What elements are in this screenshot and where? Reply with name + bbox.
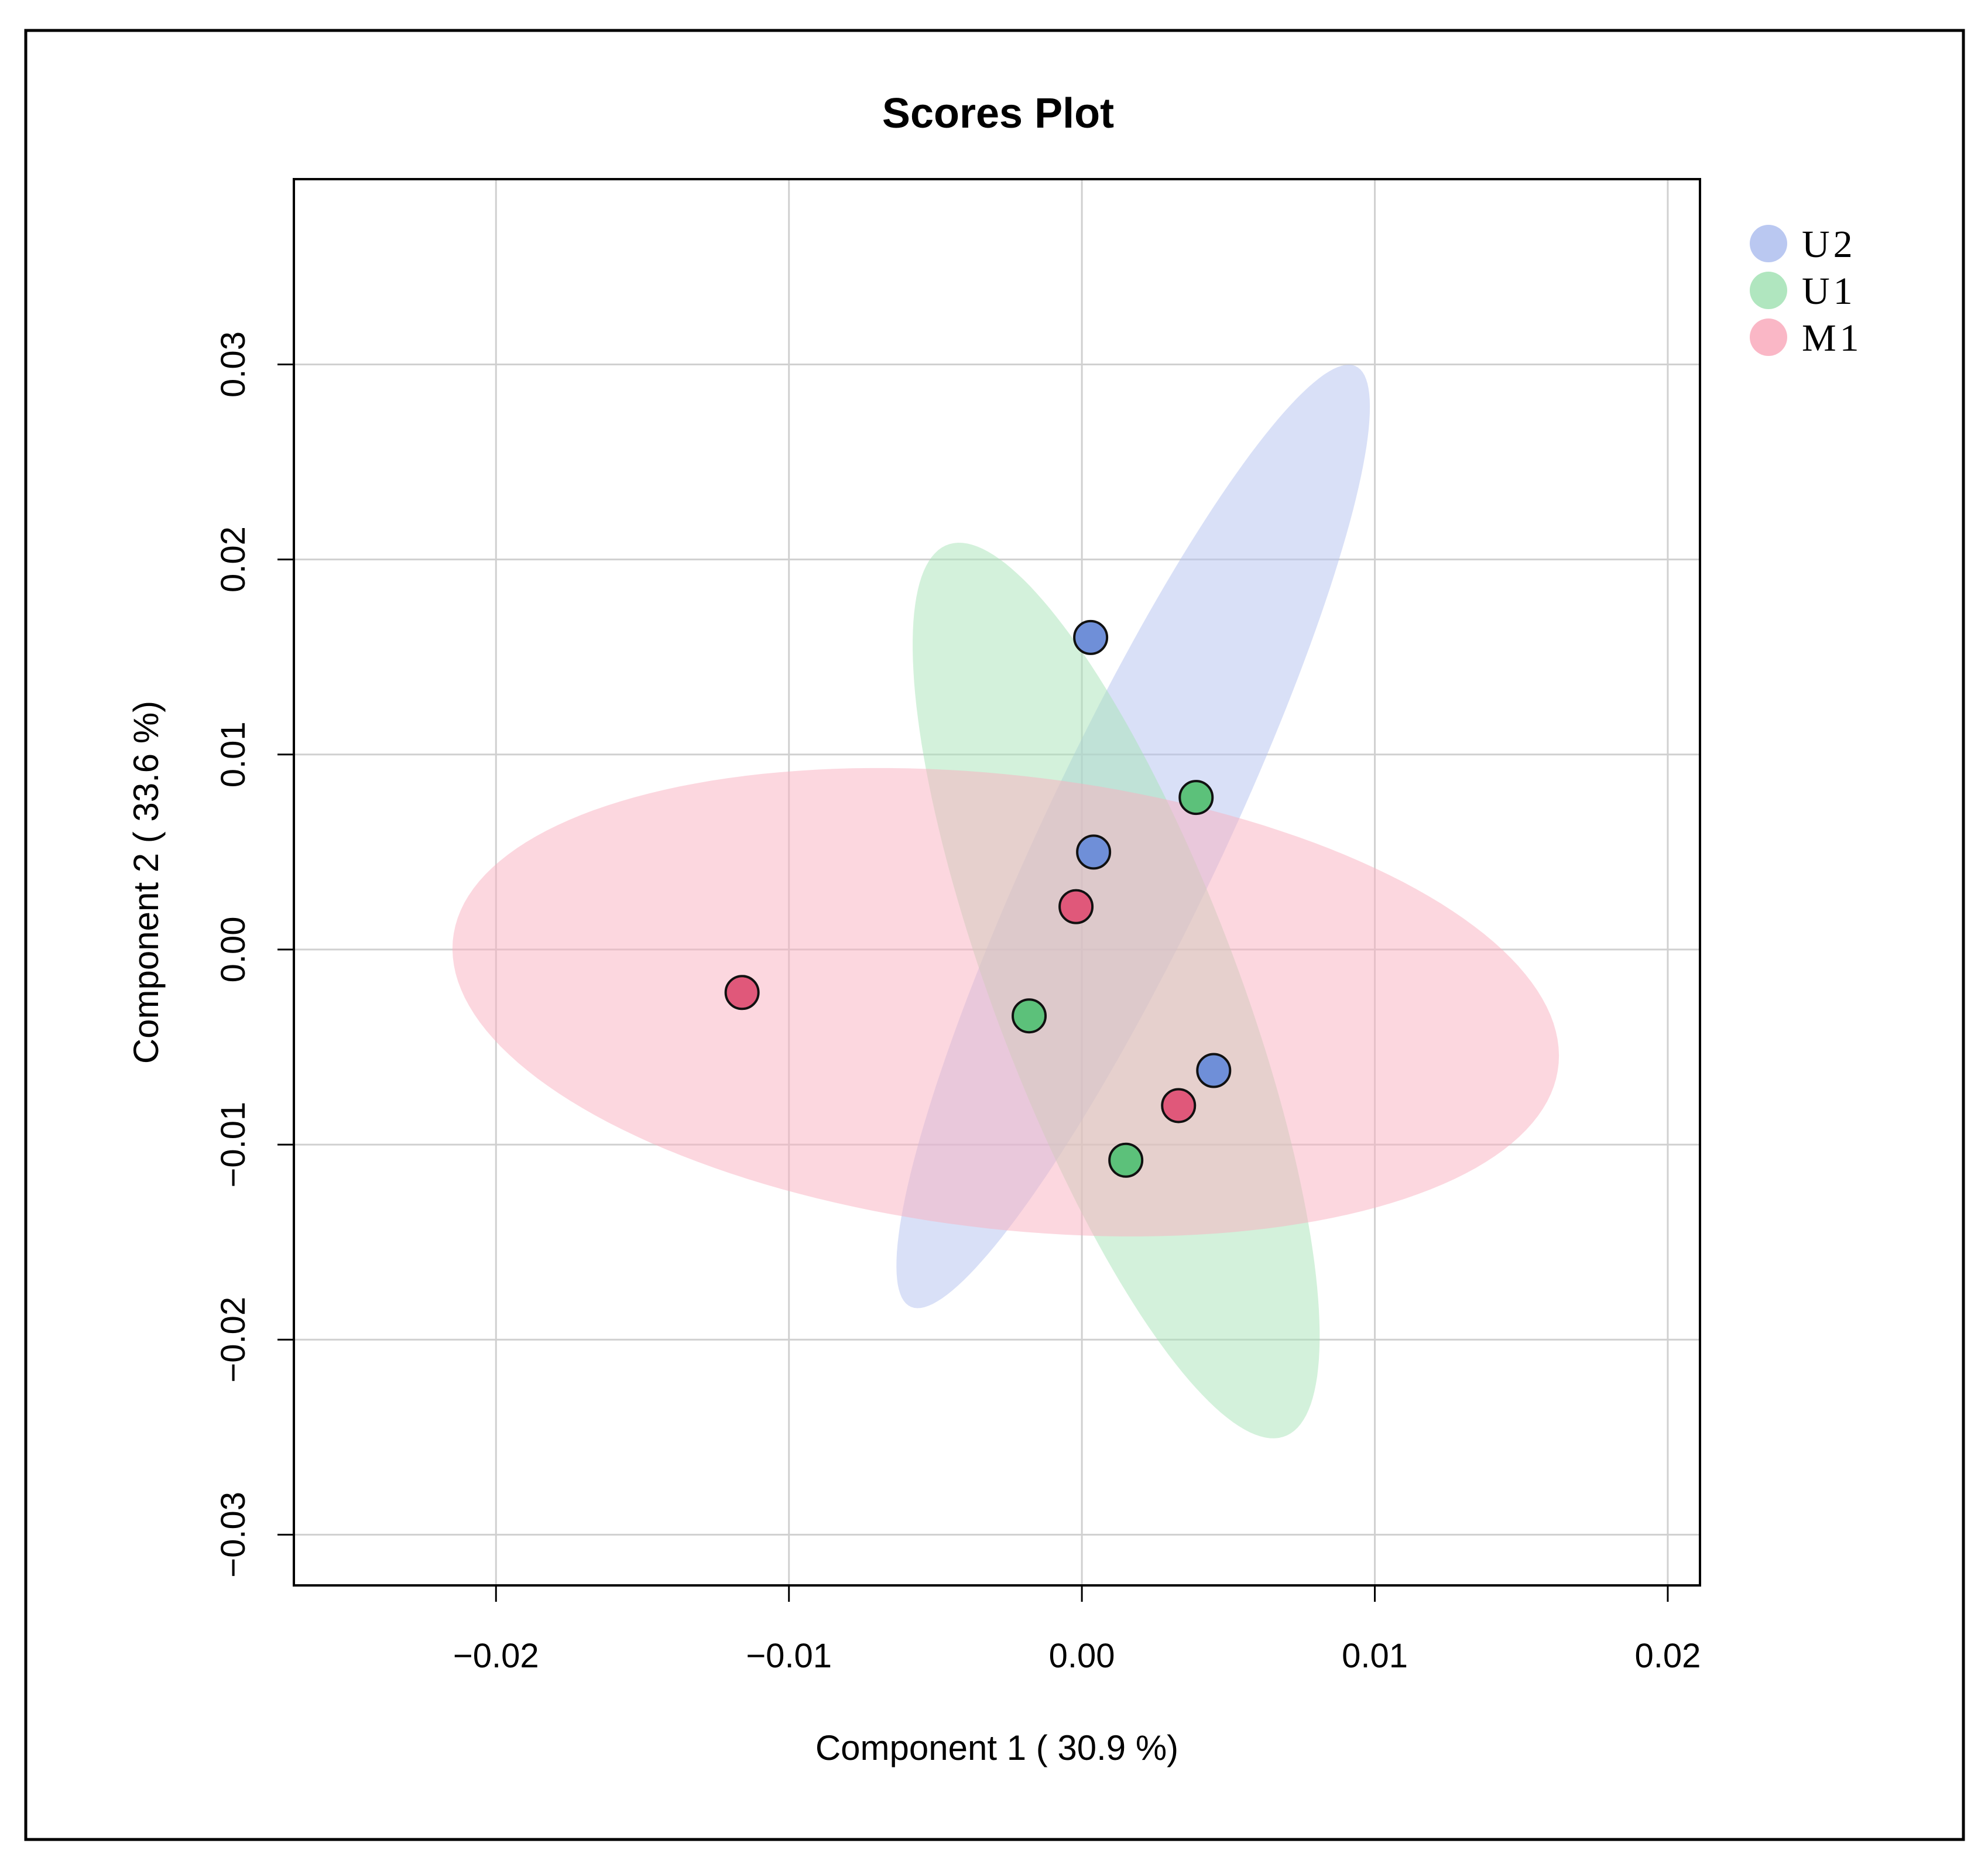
point-u1-1 <box>1178 780 1214 816</box>
x-tick-label-2: 0.00 <box>1049 1637 1115 1675</box>
point-u2-1 <box>1073 619 1109 655</box>
x-tick-label-4: 0.02 <box>1635 1637 1701 1675</box>
y-axis-label: Component 2 ( 33.6 %) <box>126 701 166 1064</box>
x-tick-label-0: −0.02 <box>453 1637 539 1675</box>
y-tick-label-0: 0.03 <box>214 331 252 398</box>
x-tick-label-3: 0.01 <box>1342 1637 1408 1675</box>
point-m1-3 <box>1161 1088 1197 1123</box>
point-m1-1 <box>724 975 760 1010</box>
y-tick-label-5: −0.02 <box>214 1297 252 1383</box>
legend-marker-m1 <box>1750 318 1787 356</box>
y-tick-label-2: 0.01 <box>214 721 252 787</box>
y-tick-label-1: 0.02 <box>214 526 252 592</box>
y-tick-label-4: −0.01 <box>214 1102 252 1188</box>
x-axis-label: Component 1 ( 30.9 %) <box>815 1728 1178 1767</box>
ellipse-m1 <box>452 768 1559 1236</box>
plot-area-border <box>293 178 1701 1587</box>
point-u2-3 <box>1196 1053 1232 1088</box>
point-m1-2 <box>1058 889 1094 924</box>
legend-label-m1: M1 <box>1802 317 1863 359</box>
data-points <box>724 619 1232 1178</box>
y-tick-label-3: 0.00 <box>214 916 252 982</box>
legend-label-u1: U1 <box>1802 270 1856 313</box>
x-axis-ticks: −0.02 −0.01 0.00 0.01 0.02 <box>453 1585 1701 1675</box>
legend-label-u2: U2 <box>1802 223 1856 266</box>
y-tick-label-6: −0.03 <box>214 1492 252 1578</box>
point-u1-3 <box>1108 1142 1144 1178</box>
point-u1-2 <box>1012 998 1047 1034</box>
point-u2-2 <box>1076 834 1112 870</box>
legend-marker-u2 <box>1750 225 1787 262</box>
confidence-ellipses <box>452 364 1559 1438</box>
x-tick-label-1: −0.01 <box>746 1637 832 1675</box>
y-axis-ticks: 0.03 0.02 0.01 0.00 −0.01 −0.02 −0.03 <box>214 331 294 1578</box>
chart-title: Scores Plot <box>882 90 1114 137</box>
legend-marker-u1 <box>1750 272 1787 309</box>
